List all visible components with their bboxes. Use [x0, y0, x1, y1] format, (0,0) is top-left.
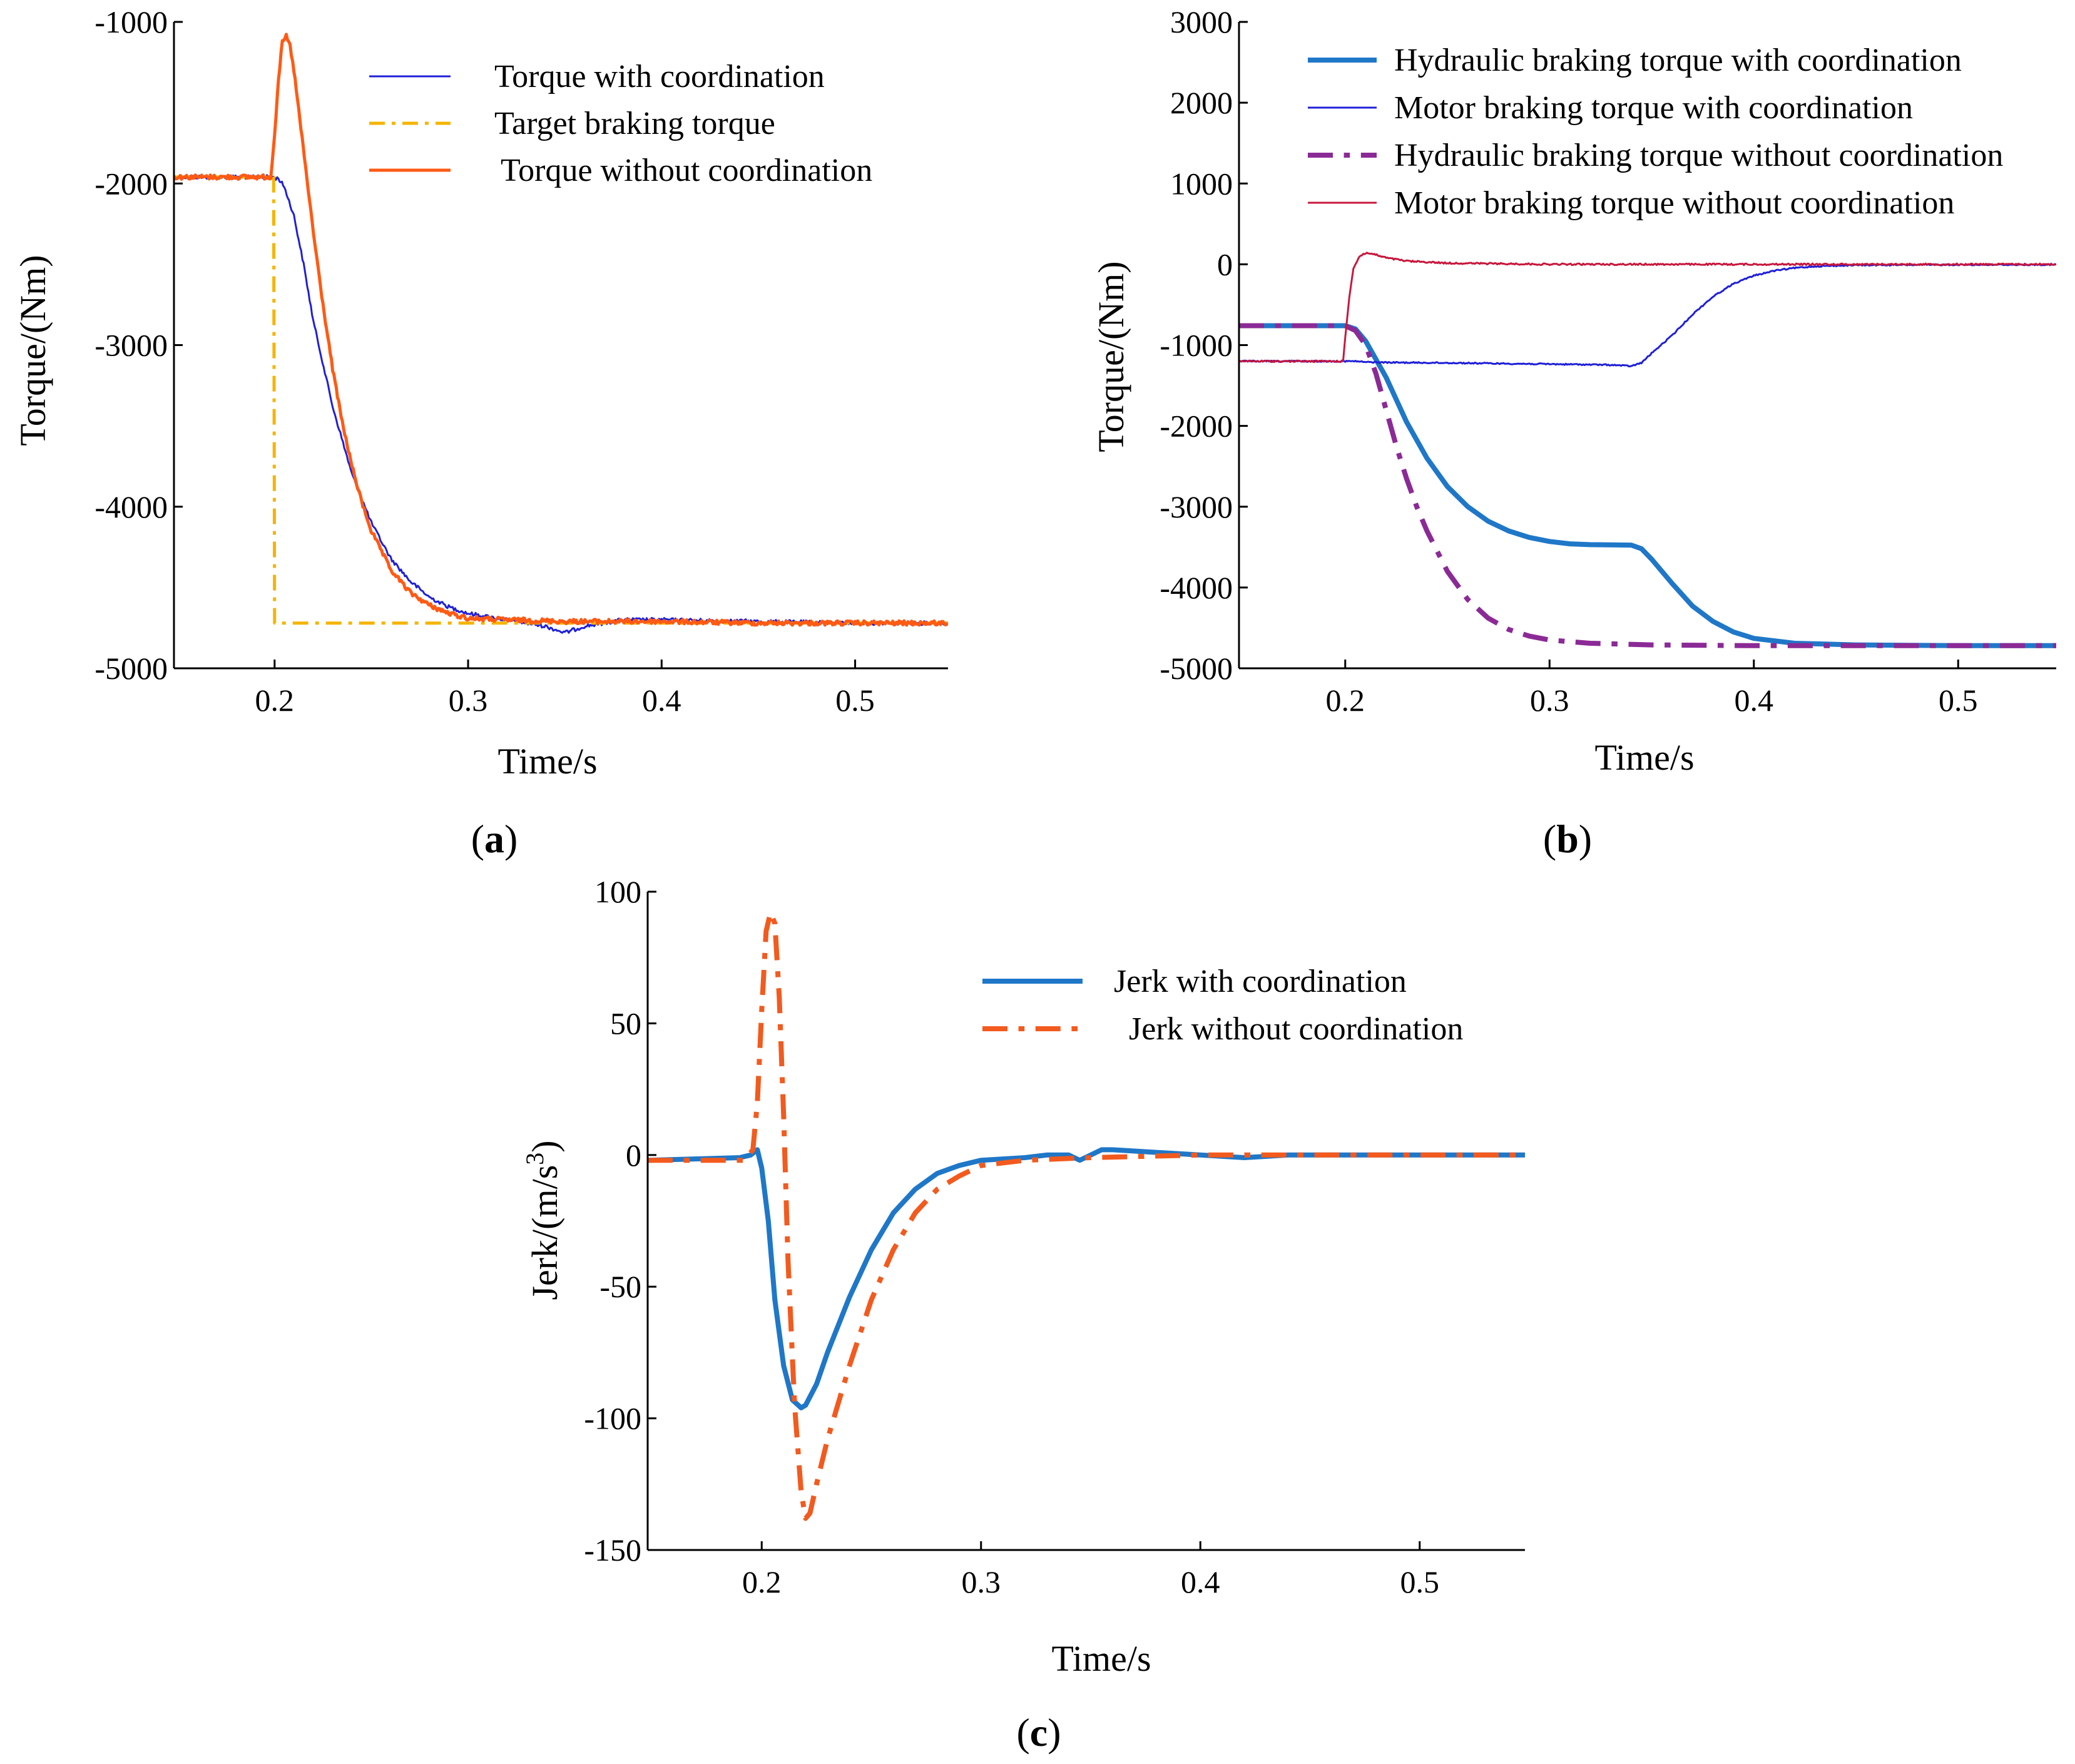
- panel-c-y-axis-title-tail: ): [524, 1140, 565, 1152]
- panel-c-y-tick-label: -100: [584, 1401, 641, 1436]
- panel-b-series-line-1: [1239, 323, 2056, 648]
- panel-b-legend-label: Motor braking torque with coordination: [1394, 90, 1913, 126]
- panel-b-x-tick-label: 0.2: [1326, 683, 1365, 718]
- panel-a-y-tick-label: -4000: [94, 489, 168, 524]
- panel-b-legend-label: Hydraulic braking torque with coordinati…: [1394, 43, 1962, 78]
- panel-a-legend-label: Torque with coordination: [494, 59, 825, 94]
- panel-a-x-axis-title: Time/s: [497, 741, 597, 782]
- panel-a-series-line-3: [174, 33, 948, 627]
- panel-c-x-axis-title: Time/s: [1051, 1638, 1151, 1679]
- panel-a-label: (a): [471, 817, 518, 861]
- panel-c-y-tick-label: 100: [594, 874, 641, 909]
- panel-b-y-tick-label: -5000: [1160, 651, 1233, 686]
- panel-a-x-tick-label: 0.3: [449, 683, 488, 718]
- panel-a-series-layer: [174, 33, 948, 634]
- panel-c-x-tick-label: 0.5: [1400, 1564, 1440, 1599]
- panel-a-x-tick-label: 0.2: [255, 683, 295, 718]
- panel-c-chart: 0.2 0.3 0.4 0.5 -150 -100 -50 0 50 100 Jerk with …: [521, 874, 1525, 1755]
- panel-c-y-tick-label: -50: [599, 1269, 641, 1304]
- panel-c-legend-label: Jerk without coordination: [1129, 1011, 1463, 1047]
- panel-a-chart: 0.2 0.3 0.4 0.5 -5000 -4000 -3000 -2000 -1000 To…: [13, 4, 948, 861]
- panel-b-series-line-3: [1239, 323, 2056, 648]
- panel-c-x-tick-label: 0.2: [742, 1564, 782, 1599]
- panel-b-series-line-4: [1239, 252, 2056, 364]
- panel-c-x-tick-label: 0.3: [962, 1564, 1001, 1599]
- panel-b-label: (b): [1543, 817, 1592, 861]
- panel-b-x-tick-label: 0.4: [1735, 683, 1774, 718]
- panel-a-series-line-2: [174, 175, 948, 625]
- panel-a-y-tick-label: -1000: [94, 4, 168, 39]
- panel-a-legend-label: Torque without coordination: [501, 153, 872, 188]
- panel-a-y-axis-title: Torque/(Nm): [13, 255, 53, 446]
- panel-b-x-tick-label: 0.3: [1530, 683, 1569, 718]
- panel-a-y-tick-label: -5000: [94, 651, 168, 686]
- panel-c-axes: [646, 892, 1525, 1551]
- panel-b-y-tick-label: 0: [1217, 247, 1233, 282]
- panel-b-y-tick-label: -4000: [1160, 570, 1233, 605]
- panel-a-y-tick-label: -2000: [94, 166, 168, 201]
- panel-c-y-axis-title: Jerk/(m/s3): [521, 1140, 565, 1300]
- panel-c-y-axis-title-superscript: 3: [521, 1153, 549, 1165]
- panel-b-y-tick-label: 1000: [1170, 166, 1233, 201]
- panel-b-legend-label: Motor braking torque without coordinatio…: [1394, 185, 1954, 221]
- panel-c-ticks: 0.2 0.3 0.4 0.5 -150 -100 -50 0 50 100: [584, 874, 1439, 1599]
- panel-b-y-tick-label: -2000: [1160, 409, 1233, 444]
- panel-a-y-tick-label: -3000: [94, 328, 168, 363]
- panel-c-y-axis-title-main: Jerk/(m/s: [524, 1165, 565, 1300]
- panel-a-legend: Torque with coordination Target braking t…: [369, 59, 872, 188]
- panel-b-legend: Hydraulic braking torque with coordinati…: [1308, 43, 2003, 221]
- panel-a-x-tick-label: 0.5: [835, 683, 875, 718]
- panel-a-x-tick-label: 0.4: [642, 683, 681, 718]
- panel-c-y-tick-label: 50: [610, 1006, 641, 1041]
- panel-b-chart: 0.2 0.3 0.4 0.5 -5000 -4000 -3000 -2000 -1000 0 10…: [1091, 4, 2056, 861]
- panel-b-y-axis-title: Torque/(Nm): [1091, 261, 1131, 452]
- panel-b-y-tick-label: -1000: [1160, 328, 1233, 363]
- panel-b-legend-label: Hydraulic braking torque without coordin…: [1394, 138, 2003, 173]
- panel-c-x-tick-label: 0.4: [1181, 1564, 1220, 1599]
- panel-c-y-tick-label: 0: [626, 1138, 641, 1173]
- panel-b-y-tick-label: 2000: [1170, 85, 1233, 120]
- panel-b-x-tick-label: 0.5: [1939, 683, 1978, 718]
- panel-c-legend-label: Jerk with coordination: [1114, 964, 1407, 999]
- panel-b-ticks: 0.2 0.3 0.4 0.5 -5000 -4000 -3000 -2000 -1000 0 10…: [1160, 4, 1977, 718]
- panel-b-y-tick-label: -3000: [1160, 489, 1233, 524]
- panel-b-x-axis-title: Time/s: [1594, 737, 1694, 778]
- panel-a-legend-label: Target braking torque: [494, 106, 775, 141]
- panel-a-ticks: 0.2 0.3 0.4 0.5 -5000 -4000 -3000 -2000 -1000: [94, 4, 874, 718]
- panel-c-legend: Jerk with coordination Jerk without coord…: [982, 964, 1463, 1047]
- panel-b-series-layer: [1239, 252, 2056, 648]
- panel-b-y-tick-label: 3000: [1170, 4, 1233, 39]
- panel-c-y-tick-label: -150: [584, 1532, 641, 1568]
- panel-c-series-layer: [648, 910, 1525, 1521]
- panel-c-label: (c): [1016, 1710, 1061, 1755]
- panel-c-series-line-2: [648, 910, 1525, 1521]
